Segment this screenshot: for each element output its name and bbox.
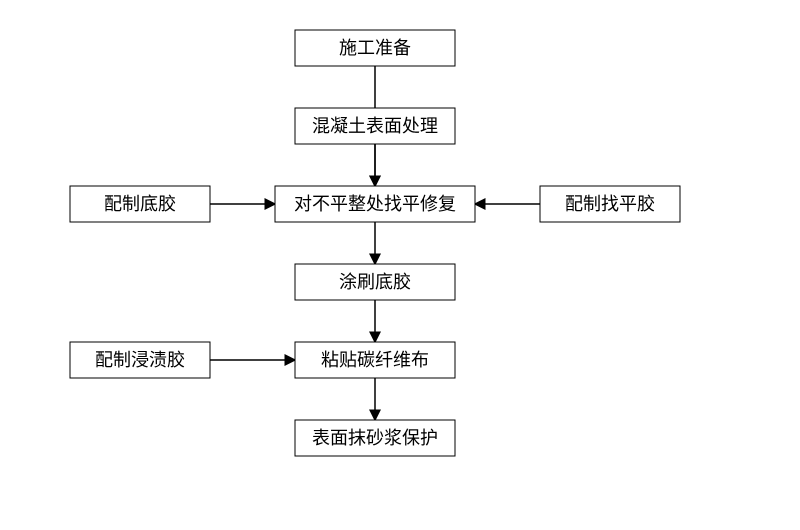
flow-node: 配制底胶 [70,186,210,222]
flow-node-label: 表面抹砂浆保护 [312,428,438,448]
flow-node-label: 施工准备 [339,38,411,58]
flow-node: 涂刷底胶 [295,264,455,300]
flow-node-label: 配制找平胶 [565,194,655,214]
flow-node-label: 粘贴碳纤维布 [321,350,429,370]
flow-node-label: 配制底胶 [104,194,176,214]
flow-node: 配制浸渍胶 [70,342,210,378]
flow-node-label: 对不平整处找平修复 [294,194,456,214]
flow-node: 混凝土表面处理 [295,108,455,144]
flow-node: 施工准备 [295,30,455,66]
flow-node: 对不平整处找平修复 [275,186,475,222]
flow-node: 粘贴碳纤维布 [295,342,455,378]
flowchart-canvas: 施工准备混凝土表面处理对不平整处找平修复涂刷底胶粘贴碳纤维布表面抹砂浆保护 配制底… [0,0,800,530]
flow-node-label: 混凝土表面处理 [312,116,438,136]
flow-node-label: 配制浸渍胶 [95,350,185,370]
flow-node: 表面抹砂浆保护 [295,420,455,456]
flow-node-label: 涂刷底胶 [339,272,411,292]
flow-node: 配制找平胶 [540,186,680,222]
